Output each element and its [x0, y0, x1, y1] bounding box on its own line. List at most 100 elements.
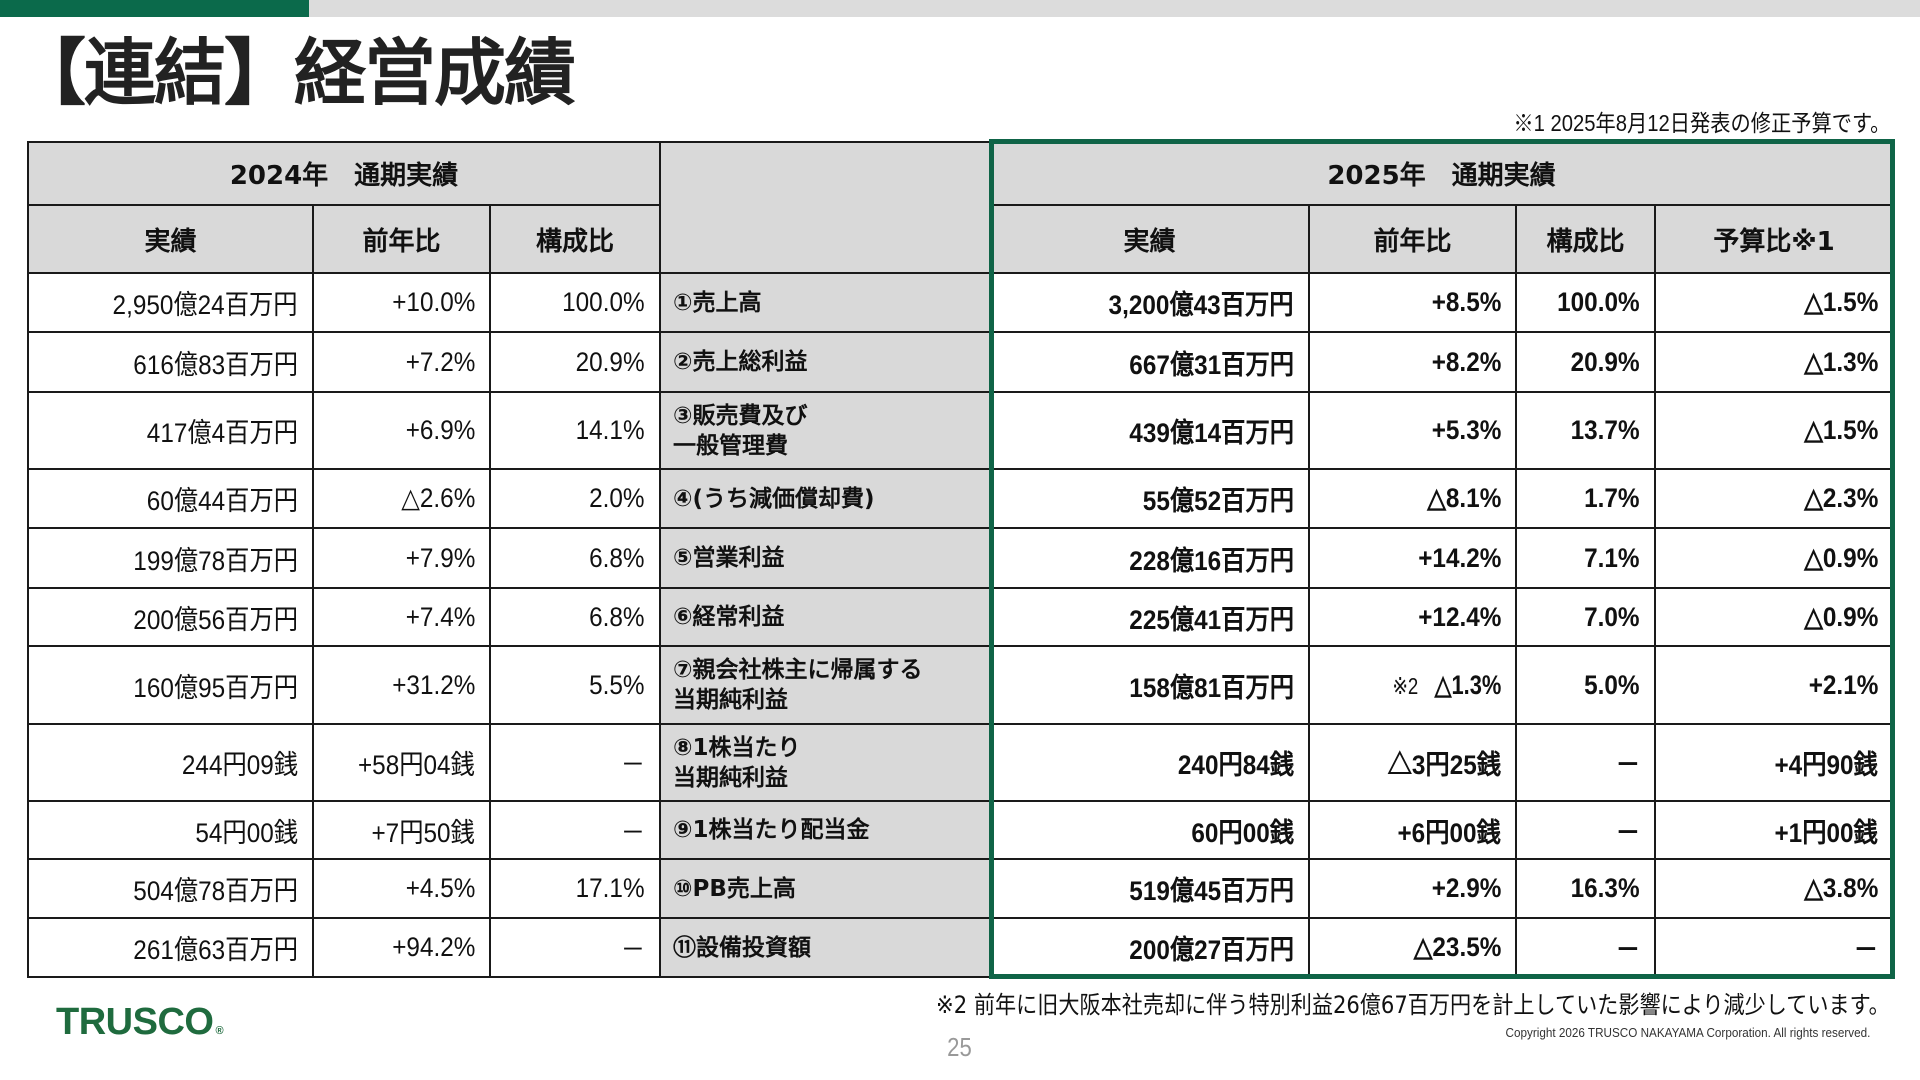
cell-2024-actual: 60億44百万円 [27, 468, 314, 529]
cell-2025-yoy: +2.9% [1308, 858, 1517, 919]
row-label: ⑧1株当たり 当期純利益 [659, 723, 991, 802]
cell-2024-yoy: +94.2% [312, 917, 491, 978]
cell-2025-ratio: 16.3% [1515, 858, 1656, 919]
cell-2024-actual: 200億56百万円 [27, 587, 314, 647]
cell-2025-ratio: 13.7% [1515, 391, 1656, 470]
cell-text: +7.4% [405, 601, 475, 632]
cell-2025-ratio: 7.1% [1515, 527, 1656, 589]
cell-2024-yoy: +7.9% [312, 527, 491, 589]
cell-text: +4.5% [405, 873, 475, 903]
cell-text: － [1853, 935, 1878, 965]
cell-text: △3円25銭 [1387, 750, 1501, 780]
cell-2024-ratio: 14.1% [489, 391, 661, 470]
cell-text: +12.4% [1417, 601, 1501, 632]
cell-2025-budget: △1.5% [1654, 272, 1894, 333]
copyright: Copyright 2026 TRUSCO NAKAYAMA Corporati… [1505, 1025, 1870, 1040]
cell-text: ⑤営業利益 [673, 545, 785, 571]
cell-2025-ratio: － [1515, 800, 1656, 860]
col-header-2025-yoy: 前年比 [1308, 204, 1517, 274]
col-header-2025-budget: 予算比※1 [1654, 204, 1894, 274]
cell-2024-ratio: 20.9% [489, 331, 661, 393]
cell-text: 2,950億24百万円 [112, 290, 298, 320]
cell-2025-yoy: △3円25銭 [1308, 723, 1517, 802]
cell-text: － [620, 817, 645, 848]
cell-2025-actual: 55億52百万円 [989, 468, 1310, 529]
cell-text: +4円90銭 [1774, 750, 1878, 780]
cell-2025-actual: 225億41百万円 [989, 587, 1310, 647]
row-label: ①売上高 [659, 272, 991, 333]
cell-text: +8.2% [1431, 346, 1501, 377]
cell-text: 667億31百万円 [1129, 349, 1294, 380]
cell-2025-ratio: 20.9% [1515, 331, 1656, 393]
logo-text: TRUSCO [56, 1001, 214, 1043]
table-row: 261億63百万円 +94.2% － ⑪設備投資額 200億27百万円 △23.5% － － [27, 917, 1894, 978]
top-bar [0, 0, 1920, 17]
cell-2025-ratio: 100.0% [1515, 272, 1656, 333]
cell-text: ⑥経常利益 [673, 604, 785, 630]
cell-text: +7.9% [405, 542, 475, 573]
cell-2025-ratio: 7.0% [1515, 587, 1656, 647]
cell-2025-ratio: － [1515, 917, 1656, 978]
cell-text: 200億56百万円 [133, 604, 298, 635]
cell-2025-budget: +4円90銭 [1654, 723, 1894, 802]
cell-text: ⑦親会社株主に帰属する 当期純利益 [673, 657, 923, 713]
cell-text: 240円84銭 [1177, 750, 1294, 780]
cell-text: +2.1% [1808, 669, 1878, 700]
cell-2024-ratio: 6.8% [489, 527, 661, 589]
cell-2024-ratio: － [489, 800, 661, 860]
cell-text: +1円00銭 [1774, 817, 1878, 848]
group-header-2024: 2024年 通期実績 [27, 141, 661, 206]
page-number: 25 [947, 1032, 972, 1062]
cell-text: ⑩PB売上高 [673, 875, 796, 902]
cell-text: +58円04銭 [358, 750, 475, 780]
cell-text: +14.2% [1417, 542, 1501, 573]
footnote-ref: ※2 [1391, 672, 1418, 699]
cell-text: ③販売費及び 一般管理費 [673, 402, 808, 459]
cell-2025-actual: 439億14百万円 [989, 391, 1310, 470]
cell-text: 13.7% [1571, 415, 1640, 445]
cell-text: ⑨1株当たり配当金 [673, 817, 870, 843]
cell-2025-ratio: 1.7% [1515, 468, 1656, 529]
cell-2025-actual: 519億45百万円 [989, 858, 1310, 919]
cell-text: 519億45百万円 [1129, 876, 1294, 906]
page-title: 【連結】経営成績 [14, 31, 576, 115]
cell-text: 17.1% [576, 873, 645, 903]
cell-2025-yoy: +8.5% [1308, 272, 1517, 333]
cell-text: △1.3% [1803, 346, 1878, 377]
cell-text: △3.8% [1803, 873, 1878, 903]
row-label: ⑩PB売上高 [659, 858, 991, 919]
cell-text: +6.9% [405, 415, 475, 445]
cell-2025-yoy: +14.2% [1308, 527, 1517, 589]
cell-2025-yoy: +6円00銭 [1308, 800, 1517, 860]
table-row: 504億78百万円 +4.5% 17.1% ⑩PB売上高 519億45百万円 +2.9% 1… [27, 858, 1894, 919]
cell-2025-budget: △1.5% [1654, 391, 1894, 470]
table-row: 160億95百万円 +31.2% 5.5% ⑦親会社株主に帰属する 当期純利益 158億… [27, 645, 1894, 725]
row-label: ④(うち減価償却費) [659, 468, 991, 529]
cell-text: △0.9% [1803, 542, 1878, 573]
cell-text: － [620, 935, 645, 965]
cell-text: 14.1% [576, 415, 645, 445]
registered-mark-icon: ® [215, 1025, 224, 1037]
cell-text: － [1615, 750, 1640, 780]
cell-2025-budget: △3.8% [1654, 858, 1894, 919]
cell-text: 60円00銭 [1191, 817, 1294, 848]
cell-text: 6.8% [589, 601, 645, 632]
row-label: ⑤営業利益 [659, 527, 991, 589]
table-row: 2,950億24百万円 +10.0% 100.0% ①売上高 3,200億43百万円 +8… [27, 272, 1894, 333]
cell-2025-actual: 158億81百万円 [989, 645, 1310, 725]
cell-text: 16.3% [1571, 873, 1640, 903]
cell-text: △1.5% [1803, 287, 1878, 317]
cell-text: +5.3% [1431, 415, 1501, 445]
table-row: 199億78百万円 +7.9% 6.8% ⑤営業利益 228億16百万円 +14.2% 7.… [27, 527, 1894, 589]
cell-2024-ratio: 2.0% [489, 468, 661, 529]
cell-text: 20.9% [576, 346, 645, 377]
cell-text: △8.1% [1426, 483, 1501, 513]
cell-2024-yoy: +10.0% [312, 272, 491, 333]
cell-2024-yoy: +7.2% [312, 331, 491, 393]
table-row: 616億83百万円 +7.2% 20.9% ②売上総利益 667億31百万円 +8.2% 2… [27, 331, 1894, 393]
cell-text: +7円50銭 [371, 817, 475, 848]
cell-text: △2.6% [400, 483, 475, 513]
cell-2024-ratio: 5.5% [489, 645, 661, 725]
cell-text: ※2 △1.3% [1389, 670, 1501, 701]
cell-value: △1.3% [1434, 669, 1501, 700]
